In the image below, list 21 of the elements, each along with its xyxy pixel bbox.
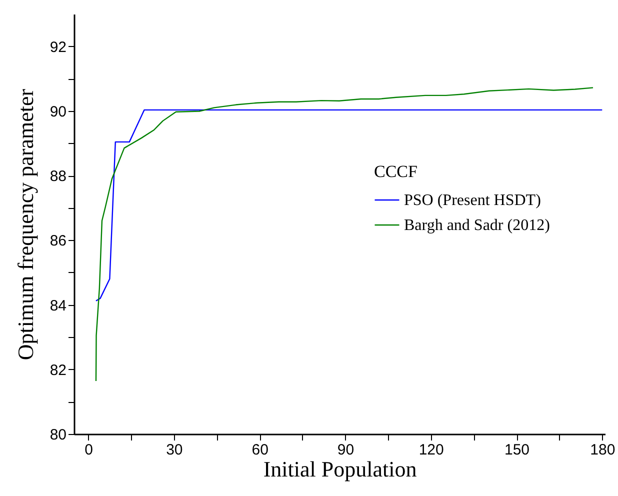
line-series [95,109,603,302]
x-tick-label: 60 [252,442,268,458]
y-tick-label: 88 [50,168,66,186]
y-tick-label: 92 [50,38,66,56]
x-tick-label: 90 [337,442,354,458]
x-axis-title: Initial Population [263,456,417,482]
y-tick-label: 80 [50,426,66,444]
y-tick-label: 84 [50,297,66,314]
legend-title: CCCF [374,162,418,181]
y-tick-label: 90 [50,103,66,120]
line-series [95,87,594,382]
y-tick-label: 82 [50,362,66,379]
legend-label: PSO (Present HSDT) [404,192,541,209]
x-tick-label: 30 [166,442,183,458]
x-tick-label: 180 [590,442,616,458]
legend-label: Bargh and Sadr (2012) [404,217,550,234]
x-tick-label: 150 [504,442,530,458]
x-tick-label: 120 [418,442,444,458]
x-tick-label: 0 [84,442,93,458]
y-axis-title: Optimum frequency parameter [12,88,38,360]
y-tick-label: 86 [50,232,66,250]
